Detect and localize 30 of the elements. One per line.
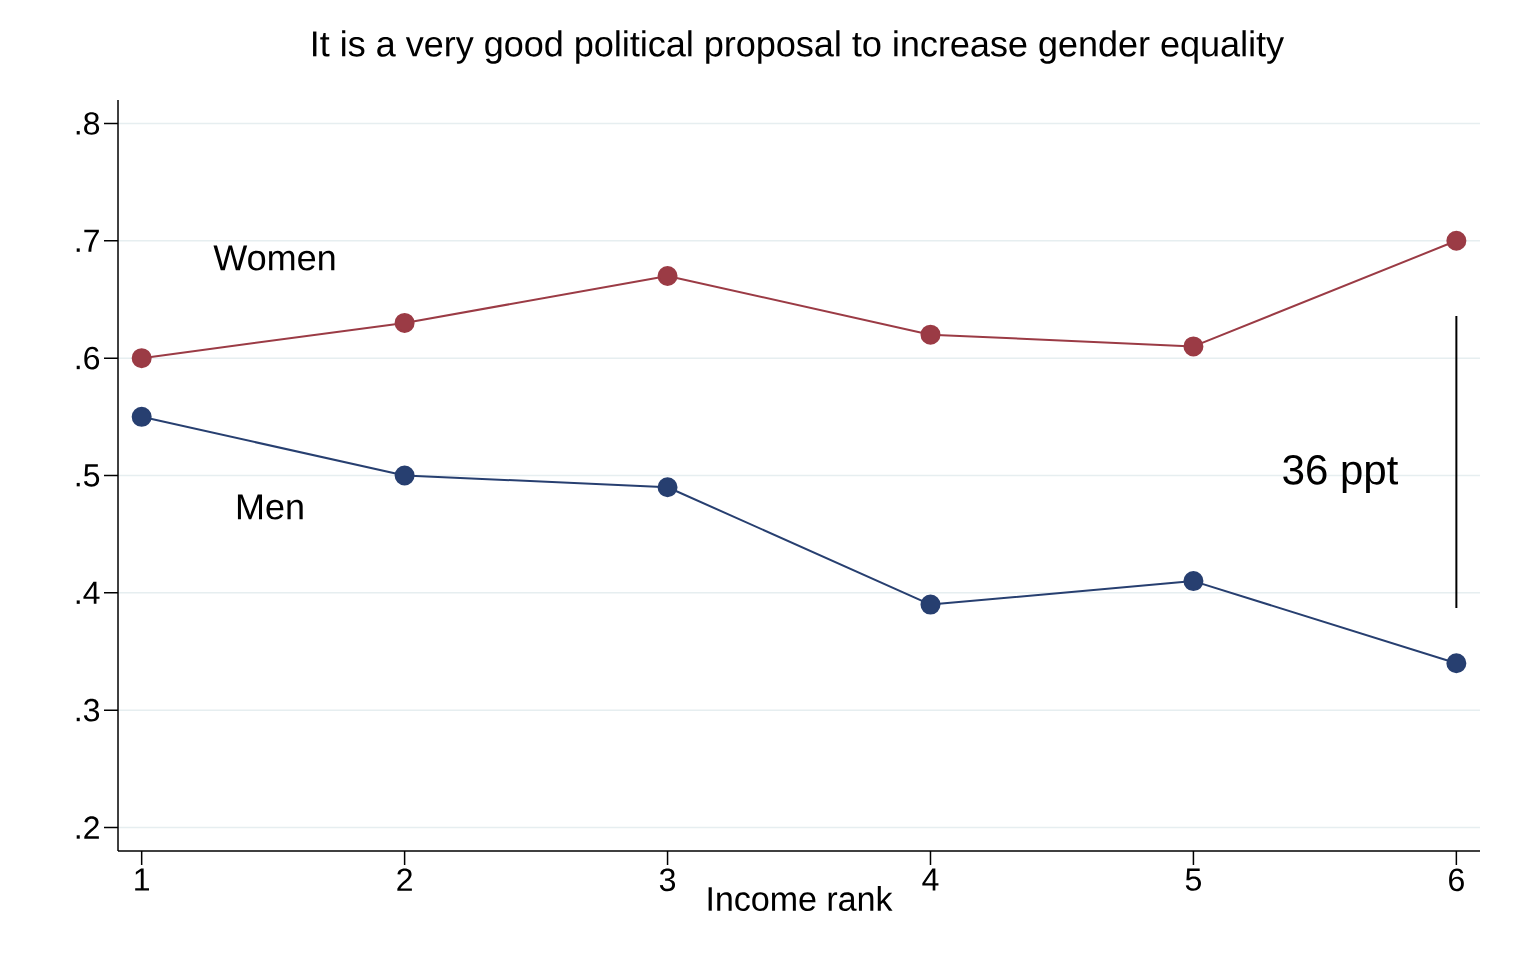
- annotation: Women: [213, 245, 335, 271]
- point: [394, 312, 415, 333]
- point: [920, 324, 941, 345]
- x-tick-label: 6: [1449, 868, 1464, 892]
- point: [920, 594, 941, 615]
- point: [1446, 230, 1467, 251]
- x-tick-label: 1: [135, 868, 149, 891]
- x-tick-label: 2: [397, 868, 412, 891]
- point: [657, 477, 678, 498]
- y-tick-label: .7: [76, 229, 99, 252]
- point: [131, 406, 152, 427]
- y-tick-label: .5: [76, 464, 100, 487]
- annotation: Men: [237, 494, 303, 520]
- point: [1183, 571, 1204, 592]
- x-tick-label: 4: [922, 868, 939, 891]
- point: [1183, 336, 1204, 357]
- y-tick-label: .8: [76, 112, 100, 135]
- point: [657, 266, 678, 286]
- annotation: 36 ppt: [1283, 454, 1399, 494]
- y-tick-label: .6: [76, 346, 100, 370]
- point: [394, 465, 415, 486]
- y-tick-label: .4: [76, 581, 100, 604]
- point: [1446, 653, 1467, 674]
- x-tick-label: 3: [659, 868, 676, 892]
- x-axis-title: Income rank: [708, 886, 893, 912]
- chart-title: It is a very good political proposal to increase gender equality: [313, 30, 1285, 64]
- point: [131, 348, 152, 369]
- y-tick-label: .3: [76, 698, 100, 722]
- x-tick-label: 5: [1185, 868, 1201, 891]
- y-tick-label: .2: [76, 816, 99, 839]
